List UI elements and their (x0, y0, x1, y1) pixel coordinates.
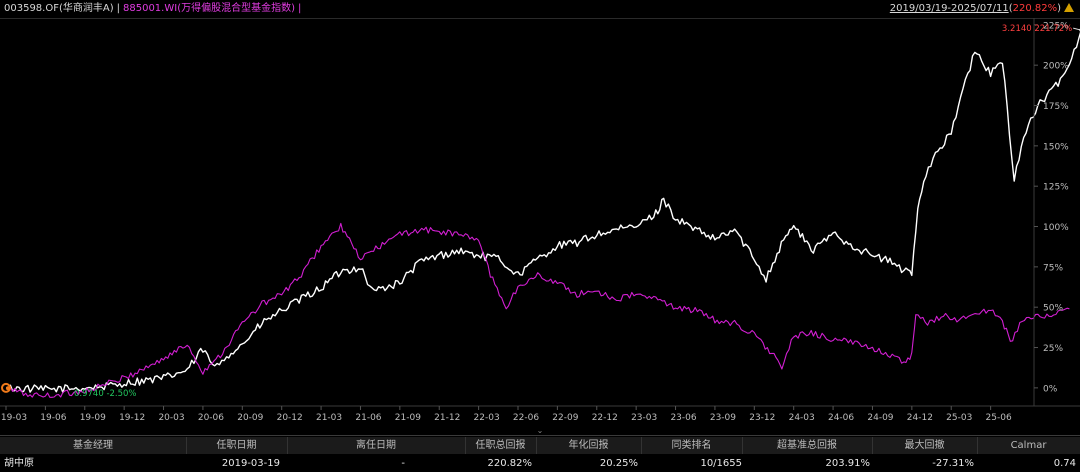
annotations: 0.9740 -2.50% 3.2140 221.72% (1, 24, 1080, 399)
x-tick-label: 23-09 (710, 413, 736, 423)
x-tick-label: 21-03 (316, 413, 342, 423)
table-cell-end-date: - (401, 458, 405, 469)
x-tick-label: 24-12 (907, 413, 933, 423)
x-tick-label: 20-12 (277, 413, 303, 423)
x-tick-label: 25-06 (986, 413, 1012, 423)
chart-header: 003598.OF(华商润丰A) | 885001.WI(万得偏股混合型基金指数) |… (0, 0, 1080, 19)
x-tick-label: 22-06 (513, 413, 539, 423)
table-cell-excess-return: 203.91% (825, 458, 871, 469)
col-header[interactable]: 离任日期 (287, 437, 466, 454)
table-row[interactable]: 胡中原 2019-03-19 - 220.82% 20.25% 10/1655 … (0, 455, 1080, 472)
y-tick-label: 125% (1043, 183, 1069, 193)
fund-legend[interactable]: 003598.OF(华商润丰A) (4, 3, 114, 14)
table-cell-start-date: 2019-03-19 (221, 458, 280, 469)
table-cell-annual-return: 20.25% (599, 458, 638, 469)
warning-icon[interactable] (1064, 3, 1074, 12)
series-line-fund (5, 31, 1080, 394)
series-line-benchmark (5, 222, 1070, 398)
x-tick-label: 25-03 (946, 413, 972, 423)
x-tick-label: 19-03 (1, 413, 27, 423)
y-tick-label: 75% (1043, 263, 1063, 273)
x-tick-label: 23-03 (631, 413, 657, 423)
x-tick-label: 20-03 (158, 413, 184, 423)
x-tick-label: 21-12 (434, 413, 460, 423)
table-cell-rank: 10/1655 (700, 458, 742, 469)
date-range[interactable]: 2019/03/19-2025/07/11 (889, 3, 1009, 14)
y-tick-label: 50% (1043, 304, 1063, 314)
x-tick-label: 21-09 (395, 413, 421, 423)
start-label: 0.9740 -2.50% (74, 389, 137, 399)
performance-chart: 0% 25% 50% 75% 100% 125% 150% 175% 200% 225% 19-0… (0, 18, 1080, 423)
x-tick-label: 24-03 (789, 413, 815, 423)
col-header[interactable]: 任职日期 (186, 437, 288, 454)
total-return: 220.82% (1012, 3, 1058, 14)
col-header[interactable]: 同类排名 (641, 437, 743, 454)
table-cell-tenure-return: 220.82% (487, 458, 533, 469)
col-header[interactable]: 最大回撤 (872, 437, 978, 454)
benchmark-legend[interactable]: 885001.WI(万得偏股混合型基金指数) (123, 3, 295, 14)
y-tick-label: 175% (1043, 102, 1069, 112)
x-tick-label: 19-12 (119, 413, 145, 423)
x-tick-label: 20-09 (237, 413, 263, 423)
x-tick-label: 22-09 (552, 413, 578, 423)
range-info: 2019/03/19-2025/07/11(220.82%) (890, 0, 1074, 18)
start-marker (1, 382, 11, 393)
y-tick-label: 225% (1043, 21, 1069, 31)
table-header-row: 基金经理 任职日期 离任日期 任职总回报 年化回报 同类排名 超基准总回报 最大… (0, 437, 1080, 454)
y-tick-label: 150% (1043, 142, 1069, 152)
legend: 003598.OF(华商润丰A) | 885001.WI(万得偏股混合型基金指数) | (4, 0, 301, 18)
x-tick-label: 19-09 (80, 413, 106, 423)
legend-separator: | (116, 3, 120, 14)
col-header[interactable]: 任职总回报 (465, 437, 537, 454)
x-tick-label: 22-03 (474, 413, 500, 423)
y-tick-label: 200% (1043, 62, 1069, 72)
y-tick-label: 0% (1043, 384, 1058, 394)
x-tick-label: 20-06 (198, 413, 224, 423)
x-axis: 19-03 19-06 19-09 19-12 20-03 20-06 20-09 20-12… (0, 405, 1080, 423)
table-cell-calmar: 0.74 (1053, 458, 1076, 469)
col-header[interactable]: 基金经理 (0, 437, 187, 454)
col-header[interactable]: 超基准总回报 (742, 437, 873, 454)
start-marker-dot (5, 386, 10, 391)
x-tick-label: 23-12 (749, 413, 775, 423)
x-tick-label: 22-12 (592, 413, 618, 423)
table-cell-max-drawdown: -27.31% (932, 458, 974, 469)
col-header[interactable]: 年化回报 (536, 437, 642, 454)
x-tick-label: 23-06 (670, 413, 696, 423)
end-connector (1073, 27, 1080, 31)
y-tick-label: 25% (1043, 344, 1063, 354)
chevron-down-icon[interactable]: ⌄ (536, 426, 544, 435)
end-label: 3.2140 221.72% (1002, 24, 1072, 34)
col-header[interactable]: Calmar (1010, 440, 1047, 451)
y-axis: 0% 25% 50% 75% 100% 125% 150% 175% 200% 225% (1033, 18, 1069, 406)
x-tick-label: 21-06 (355, 413, 381, 423)
table-cell-manager: 胡中原 (4, 458, 34, 469)
benchmark-separator: | (298, 3, 302, 14)
y-tick-label: 100% (1043, 223, 1069, 233)
x-tick-label: 24-09 (867, 413, 893, 423)
x-tick-label: 19-06 (40, 413, 66, 423)
manager-table: 基金经理 任职日期 离任日期 任职总回报 年化回报 同类排名 超基准总回报 最大… (0, 435, 1080, 472)
x-tick-label: 24-06 (828, 413, 854, 423)
plot-lines (5, 31, 1080, 398)
